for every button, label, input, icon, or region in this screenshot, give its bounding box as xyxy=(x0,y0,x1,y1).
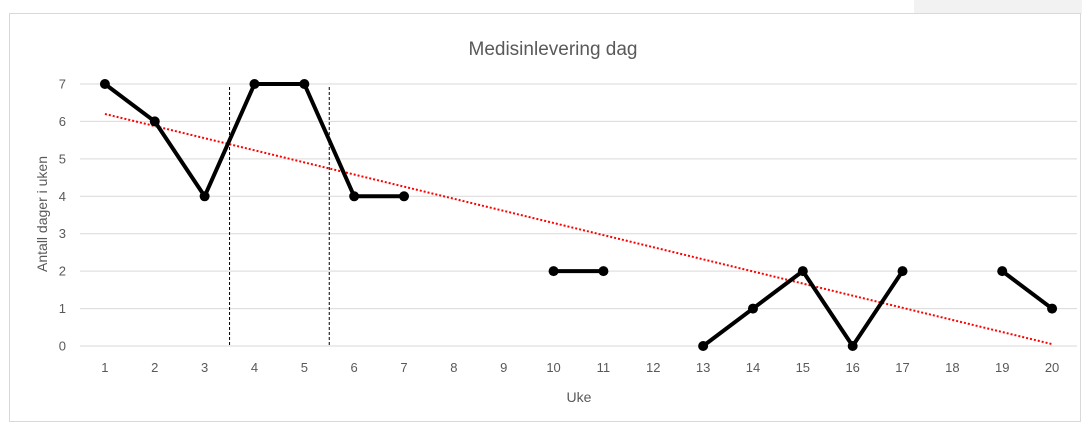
x-tick-label: 5 xyxy=(301,360,308,375)
x-tick-label: 1 xyxy=(101,360,108,375)
data-point xyxy=(399,191,410,202)
x-tick-label: 19 xyxy=(995,360,1009,375)
x-tick-label: 12 xyxy=(646,360,660,375)
x-tick-label: 13 xyxy=(696,360,710,375)
x-tick-label: 16 xyxy=(845,360,859,375)
y-tick-label: 7 xyxy=(59,77,66,92)
y-tick-label: 2 xyxy=(59,264,66,279)
series-group xyxy=(99,79,1058,351)
data-point xyxy=(997,266,1008,277)
series-line xyxy=(102,82,407,199)
data-point xyxy=(299,79,310,89)
data-point xyxy=(99,79,110,89)
data-point xyxy=(698,341,709,351)
y-axis-title: Antall dager i uken xyxy=(34,156,50,272)
x-tick-label: 6 xyxy=(351,360,358,375)
x-tick-label: 20 xyxy=(1045,360,1059,375)
x-tick-label: 9 xyxy=(500,360,507,375)
x-tick-label: 8 xyxy=(450,360,457,375)
corner-tab xyxy=(914,0,1082,14)
trendline xyxy=(104,112,1053,346)
data-point xyxy=(548,266,559,277)
data-point xyxy=(249,79,260,89)
x-tick-label: 15 xyxy=(796,360,810,375)
y-tick-label: 1 xyxy=(59,301,66,316)
x-tick-label: 17 xyxy=(895,360,909,375)
data-point xyxy=(598,266,609,277)
x-tick-label: 14 xyxy=(746,360,760,375)
data-point xyxy=(797,266,808,277)
x-tick-label: 3 xyxy=(201,360,208,375)
data-point xyxy=(199,191,210,202)
x-tick-label: 11 xyxy=(597,360,611,375)
y-tick-label: 3 xyxy=(59,226,66,241)
data-point xyxy=(149,116,160,127)
y-tick-label: 5 xyxy=(59,151,66,166)
phase-dividers xyxy=(229,87,330,346)
series-line xyxy=(1000,269,1055,311)
trendline-group xyxy=(104,112,1053,346)
chart-frame xyxy=(9,13,1081,422)
data-point xyxy=(1047,303,1058,314)
x-tick-label: 10 xyxy=(546,360,560,375)
data-point xyxy=(897,266,908,277)
data-point xyxy=(847,341,858,351)
y-tick-label: 4 xyxy=(59,189,66,204)
y-tick-label: 6 xyxy=(59,114,66,129)
x-tick-label: 7 xyxy=(400,360,407,375)
x-tick-label: 2 xyxy=(151,360,158,375)
x-tick-label: 4 xyxy=(251,360,258,375)
x-axis-title: Uke xyxy=(567,389,592,405)
y-tick-labels: 0 1 2 3 4 5 6 7 xyxy=(59,77,66,354)
x-tick-labels: 1 2 3 4 5 6 7 8 9 10 11 12 13 14 15 16 17 18 19 20 xyxy=(101,360,1059,375)
x-tick-label: 18 xyxy=(945,360,959,375)
data-point xyxy=(747,303,758,314)
y-tick-label: 0 xyxy=(59,339,66,354)
chart-title: Medisinlevering dag xyxy=(469,39,638,60)
data-point xyxy=(349,191,360,202)
